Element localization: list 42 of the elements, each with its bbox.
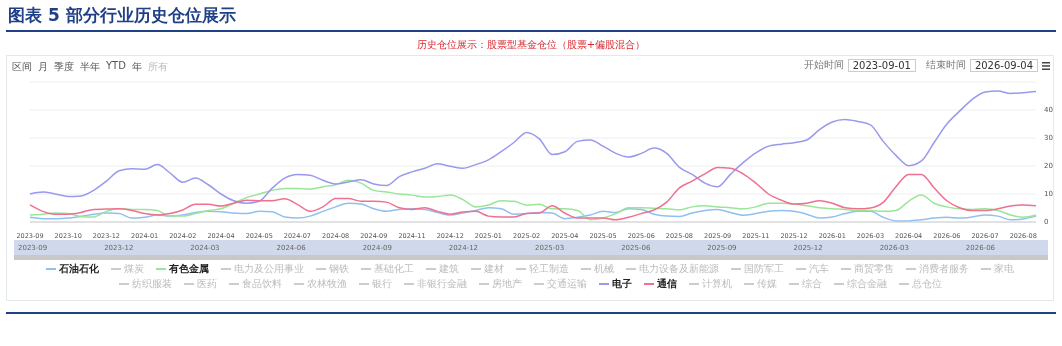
legend-label: 农林牧渔 xyxy=(306,277,347,290)
text: 季度 xyxy=(54,60,74,74)
legend-label: 机械 xyxy=(594,262,614,275)
line-series xyxy=(29,90,1037,204)
legend-label: 通信 xyxy=(656,277,677,290)
line-series xyxy=(29,202,1037,222)
text: 所有 xyxy=(147,60,168,74)
text: 区间 xyxy=(12,60,32,74)
legend-label: 国防军工 xyxy=(744,262,784,275)
legend-label: 钢铁 xyxy=(329,262,349,275)
legend-label: 房地产 xyxy=(491,277,522,290)
legend-label: 建材 xyxy=(484,262,504,275)
legend-label: 银行 xyxy=(371,277,392,290)
text: 开始时间 xyxy=(803,58,844,72)
text: YTD xyxy=(106,60,126,73)
legend-label: 汽车 xyxy=(809,262,829,275)
text: 年 xyxy=(131,60,142,74)
legend-label: 煤炭 xyxy=(124,262,144,275)
legend-label: 家电 xyxy=(994,262,1014,275)
line-series xyxy=(29,166,1037,221)
legend-label: 传媒 xyxy=(756,277,777,290)
legend-label: 商贸零售 xyxy=(854,262,894,275)
chart-subtitle: 历史仓位展示：股票型基金仓位（股票+偏股混合） xyxy=(415,38,647,52)
text: 半年 xyxy=(80,60,100,74)
legend-label: 医药 xyxy=(196,277,217,290)
text: 月 xyxy=(38,60,48,74)
legend-label: 消费者服务 xyxy=(919,262,969,275)
legend-label: 计算机 xyxy=(701,277,732,290)
legend-label: 有色金属 xyxy=(169,262,209,275)
legend-label: 纺织服装 xyxy=(131,277,172,290)
legend-label: 电子 xyxy=(611,277,632,290)
legend-label: 建筑 xyxy=(439,262,459,275)
legend-label: 综合 xyxy=(801,277,822,290)
line-series xyxy=(29,179,1037,221)
text: 2023-09-01 xyxy=(847,58,916,72)
legend-label: 电力及公用事业 xyxy=(234,262,304,275)
legend-label: 综合金融 xyxy=(846,277,887,290)
legend-label: 石油石化 xyxy=(59,262,99,275)
text: 2026-09-04 xyxy=(969,58,1038,72)
text: 结束时间 xyxy=(925,58,966,72)
legend-label: 轻工制造 xyxy=(529,262,569,275)
chart-title: 图表 5 部分行业历史仓位展示 xyxy=(8,4,236,27)
